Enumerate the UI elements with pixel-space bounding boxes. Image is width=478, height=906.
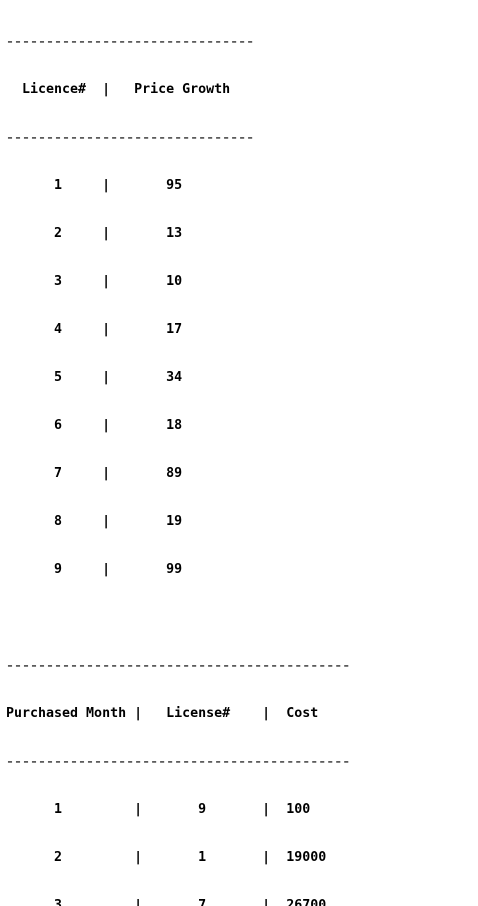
- table1-row: 7 | 89: [6, 466, 183, 481]
- table2-header-border: ----------------------------------------…: [6, 757, 351, 767]
- table1-row: 4 | 17: [6, 322, 183, 337]
- table1-row: 9 | 99: [6, 562, 183, 577]
- table1-row: 1 | 95: [6, 178, 183, 193]
- table2-row: 3 | 7 | 26700: [6, 898, 327, 906]
- table1-row: 6 | 18: [6, 418, 183, 433]
- table1-row: 8 | 19: [6, 514, 183, 529]
- table1-row: 3 | 10: [6, 274, 183, 289]
- table1-row: 5 | 34: [6, 370, 183, 385]
- table2-row: 1 | 9 | 100: [6, 802, 311, 817]
- console-output: ------------------------------- Licence#…: [6, 2, 350, 906]
- table1-top-border: -------------------------------: [6, 37, 255, 47]
- table2-header: Purchased Month | License# | Cost: [6, 706, 319, 721]
- table2-top-border: ----------------------------------------…: [6, 661, 351, 671]
- table1-header-border: -------------------------------: [6, 133, 255, 143]
- table1-row: 2 | 13: [6, 226, 183, 241]
- blank-line: [6, 610, 350, 626]
- table2-row: 2 | 1 | 19000: [6, 850, 327, 865]
- table1-header: Licence# | Price Growth: [6, 82, 231, 97]
